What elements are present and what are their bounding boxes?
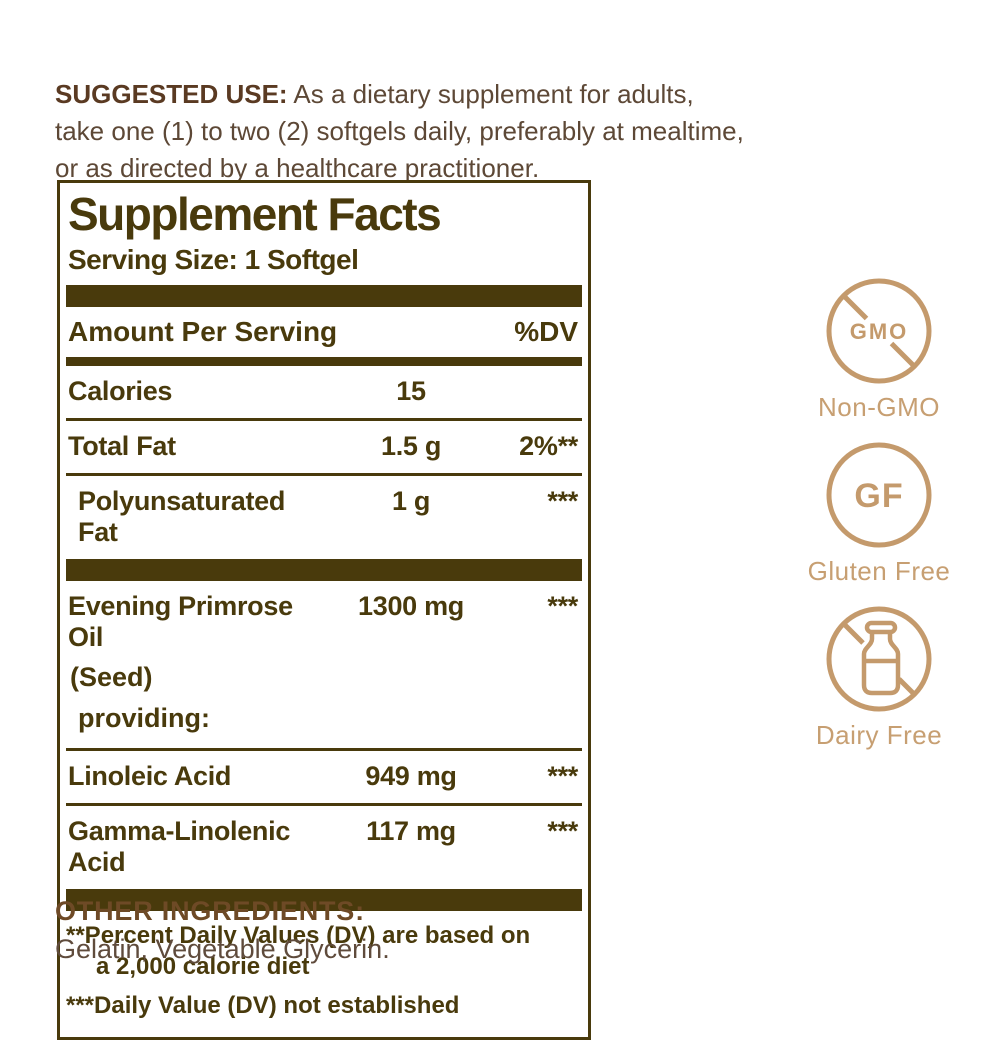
row-name: Evening Primrose Oil — [68, 590, 293, 652]
table-row-evening-primrose-oil: Evening Primrose Oil 1300 mg *** (Seed) … — [66, 581, 582, 751]
gf-circle-icon: GF — [826, 442, 932, 548]
facts-header-row: Amount Per Serving %DV — [66, 307, 582, 357]
suggested-use-body: As a dietary supplement for adults, take… — [55, 79, 744, 183]
divider-bar-thick — [66, 558, 582, 581]
serving-size: Serving Size: 1 Softgel — [68, 243, 359, 275]
table-row-total-fat: Total Fat 1.5 g 2%** — [66, 421, 582, 476]
row-name: Gamma-Linolenic Acid — [68, 815, 291, 877]
table-row-calories: Calories 15 — [66, 366, 582, 421]
row-amount: 15 — [396, 375, 426, 406]
suggested-use-paragraph: SUGGESTED USE: As a dietary supplement f… — [55, 76, 745, 187]
suggested-use-heading: SUGGESTED USE: — [55, 79, 288, 109]
row-amount: 1300 mg — [358, 590, 464, 621]
row-name: Calories — [68, 375, 173, 406]
row-amount: 117 mg — [366, 815, 456, 846]
badge-non-gmo: GMO Non-GMO — [818, 276, 940, 423]
badge-label-dairy-free: Dairy Free — [815, 720, 943, 750]
badge-dairy-free: Dairy Free — [816, 604, 942, 751]
gmo-crossed-circle-icon: GMO — [826, 278, 932, 384]
other-ingredients-body: Gelatin, Vegetable Glycerin. — [55, 934, 390, 964]
amount-per-serving-label: Amount Per Serving — [68, 315, 338, 347]
row-dv: *** — [547, 815, 578, 846]
epo-main-line: Evening Primrose Oil 1300 mg *** — [66, 581, 582, 653]
divider-bar-medium — [66, 356, 582, 366]
certification-badges: GMO Non-GMO GF Gluten Free Dairy Free — [808, 276, 950, 751]
supplement-facts-title: Supplement Facts — [68, 188, 442, 240]
milk-bottle-crossed-circle-icon — [826, 606, 932, 712]
epo-seed-line: (Seed) — [70, 661, 153, 692]
row-dv: *** — [547, 590, 578, 621]
footnote-dv-line2: a 2,000 calorie diet — [96, 952, 310, 980]
row-name: Linoleic Acid — [68, 760, 232, 791]
other-ingredients-heading: OTHER INGREDIENTS: — [55, 896, 365, 926]
table-row-polyunsaturated-fat: Polyunsaturated Fat 1 g *** — [66, 476, 582, 559]
divider-bar-thick — [66, 284, 582, 307]
row-name: Total Fat — [68, 430, 176, 461]
gf-icon-text: GF — [854, 477, 903, 515]
divider-bar-thick — [66, 888, 582, 911]
gmo-icon-text: GMO — [850, 319, 909, 344]
row-amount: 1 g — [391, 485, 431, 516]
row-dv: *** — [547, 485, 578, 516]
table-row-gamma-linolenic-acid: Gamma-Linolenic Acid 117 mg *** — [66, 806, 582, 889]
row-name: Polyunsaturated Fat — [78, 485, 286, 547]
supplement-facts-panel: Supplement Facts Serving Size: 1 Softgel… — [57, 180, 591, 1040]
row-dv: 2%** — [519, 430, 578, 461]
footnote-not-established: ***Daily Value (DV) not established — [66, 991, 460, 1019]
epo-providing-line: providing: — [78, 702, 210, 733]
other-ingredients-section: OTHER INGREDIENTS: Gelatin, Vegetable Gl… — [55, 896, 655, 965]
badge-label-non-gmo: Non-GMO — [818, 392, 940, 422]
badge-gluten-free: GF Gluten Free — [808, 440, 951, 587]
table-row-linoleic-acid: Linoleic Acid 949 mg *** — [66, 751, 582, 806]
row-amount: 1.5 g — [380, 430, 442, 461]
dv-header-label: %DV — [514, 315, 578, 347]
row-amount: 949 mg — [365, 760, 457, 791]
badge-label-gluten-free: Gluten Free — [807, 556, 951, 586]
row-dv: *** — [547, 760, 578, 791]
footnote-dv-line1: **Percent Daily Values (DV) are based on — [66, 921, 531, 949]
